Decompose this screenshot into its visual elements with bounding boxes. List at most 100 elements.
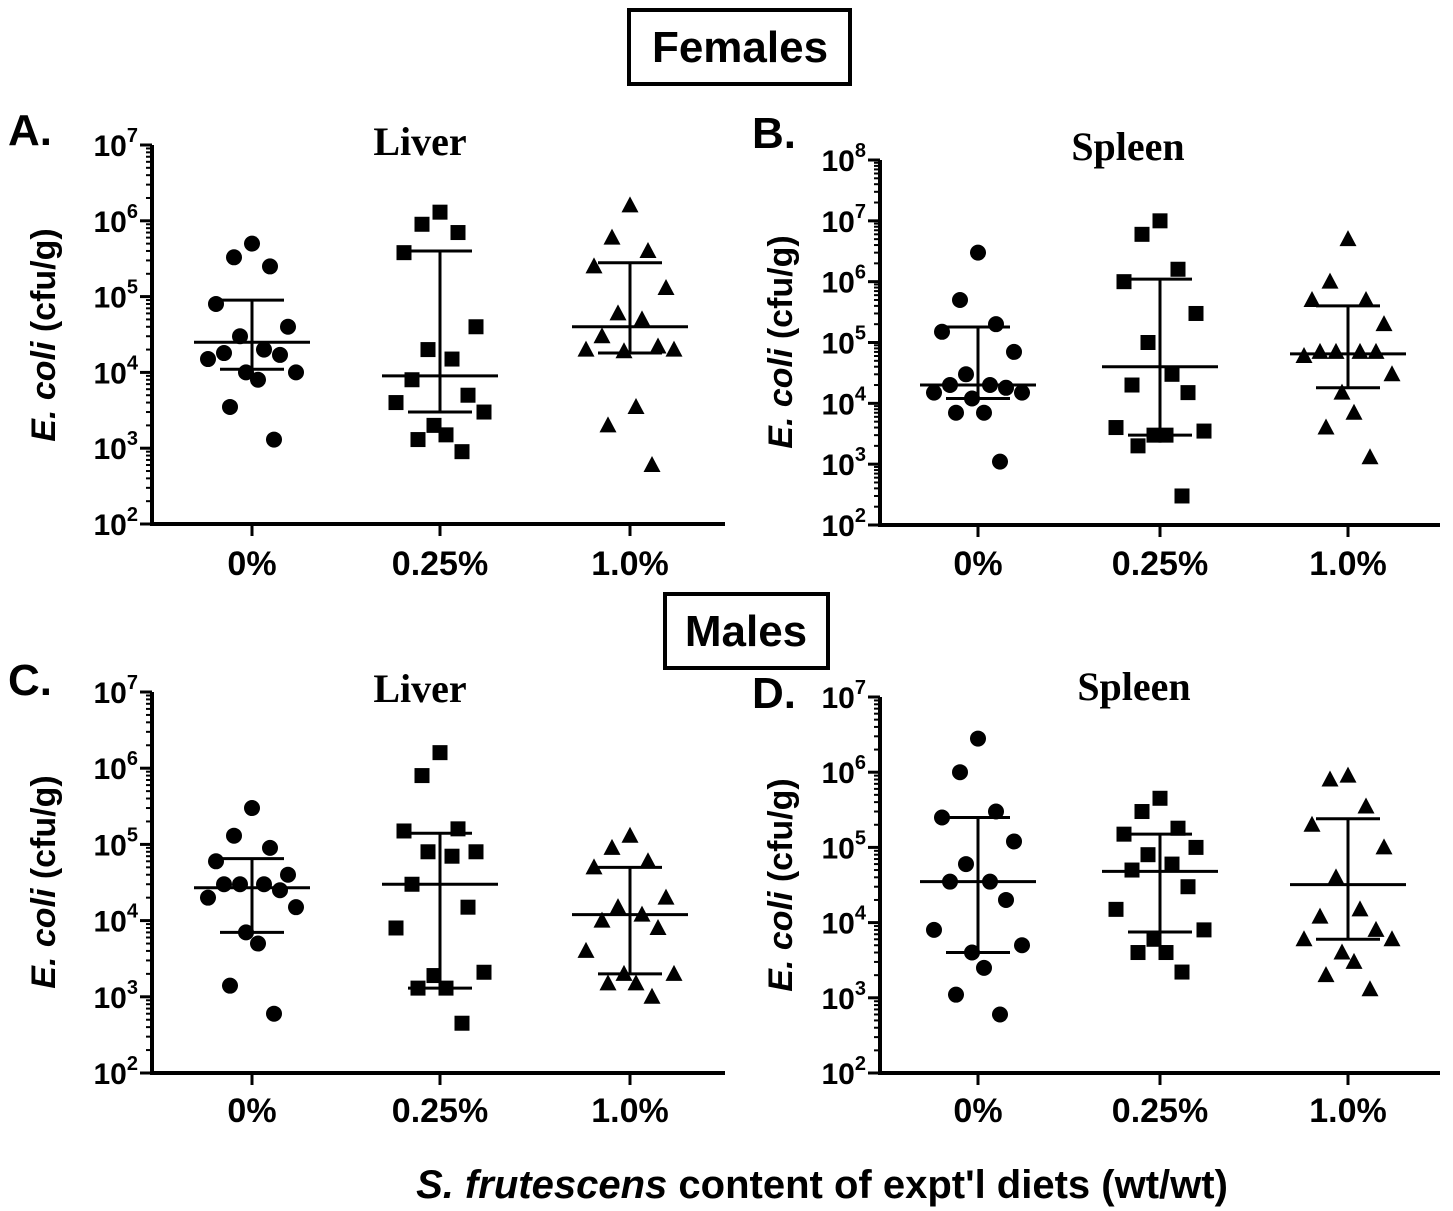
data-point-square [388,395,404,411]
panel-title: Liver [373,666,466,711]
data-point-circle [232,876,248,893]
data-point-circle [948,986,964,1003]
data-point-square [476,964,492,980]
series-triangle [572,196,688,473]
data-point-triangle [1351,342,1369,359]
data-point-circle [250,371,266,388]
y-tick-exponent: 2 [855,505,866,527]
y-tick-base: 10 [94,206,127,239]
data-point-triangle [665,340,683,357]
data-point-square [1146,931,1162,947]
data-point-triangle [639,241,657,258]
data-point-square [1152,790,1168,806]
y-tick-label: 102 [94,504,139,542]
y-axis-label-italic: E. coli [762,890,800,992]
data-point-circle [256,341,272,358]
y-tick-base: 10 [822,206,855,239]
males-header: Males [663,592,830,670]
y-tick-exponent: 3 [855,978,866,1000]
panel-letter: A. [8,106,52,155]
series-square [1102,213,1218,504]
y-tick-label: 107 [94,672,139,710]
data-point-circle [262,839,278,856]
y-tick-label: 103 [822,978,867,1016]
data-point-circle [958,366,974,383]
data-point-triangle [1367,342,1385,359]
data-point-circle [958,856,974,873]
x-category-label: 0.25% [1112,1092,1208,1130]
x-category-label: 0.25% [392,1092,488,1130]
data-point-circle [256,876,272,893]
data-point-triangle [1383,365,1401,382]
females-header: Females [627,8,852,86]
panel-title: Spleen [1077,664,1190,709]
y-tick-exponent: 6 [127,201,138,223]
data-point-circle [222,398,238,415]
data-point-square [1108,901,1124,917]
y-tick-base: 10 [822,832,855,865]
y-axis-label: E. coli (cfu/g) [762,778,800,991]
data-point-circle [998,891,1014,908]
y-tick-exponent: 8 [855,140,866,162]
panel-title: Liver [373,119,466,164]
y-tick-exponent: 2 [127,504,138,526]
y-tick-base: 10 [94,282,127,315]
y-tick-label: 104 [94,352,139,390]
y-tick-exponent: 5 [127,277,138,299]
y-tick-label: 107 [822,677,867,715]
y-tick-base: 10 [822,267,855,300]
data-point-triangle [649,918,667,935]
data-point-triangle [1327,868,1345,885]
y-tick-exponent: 7 [855,201,866,223]
data-point-circle [1006,343,1022,360]
data-point-square [444,351,460,367]
y-tick-label: 107 [822,201,867,239]
y-tick-base: 10 [94,982,127,1015]
y-tick-exponent: 6 [855,262,866,284]
data-point-triangle [643,987,661,1004]
data-point-square [432,745,448,761]
data-point-square [1116,826,1132,842]
data-point-circle [272,346,288,363]
y-tick-exponent: 5 [855,827,866,849]
data-point-square [476,404,492,420]
data-point-square [444,848,460,864]
data-point-circle [288,364,304,381]
data-point-square [1140,847,1156,863]
data-point-circle [926,384,942,401]
y-tick-exponent: 3 [127,428,138,450]
data-point-triangle [643,456,661,473]
data-point-circle [266,1005,282,1022]
panel-title: Spleen [1071,124,1184,169]
y-axis-label: E. coli (cfu/g) [25,228,63,441]
y-tick-base: 10 [94,677,127,710]
data-point-circle [926,921,942,938]
data-point-square [426,417,442,433]
x-category-label: 0.25% [392,545,488,583]
data-point-circle [200,351,216,368]
data-point-triangle [1333,383,1351,400]
data-point-circle [948,404,964,421]
data-point-triangle [657,888,675,905]
data-point-square [420,844,436,860]
data-point-circle [266,431,282,448]
y-tick-exponent: 7 [127,672,138,694]
y-axis-label-rest: (cfu/g) [25,228,63,341]
y-tick-base: 10 [822,682,855,715]
data-point-triangle [1311,907,1329,924]
data-point-circle [226,827,242,844]
data-point-triangle [1345,403,1363,420]
y-tick-base: 10 [822,908,855,941]
data-point-circle [216,345,232,362]
data-point-triangle [1351,900,1369,917]
y-axis-label-rest: (cfu/g) [25,775,63,888]
data-point-square [468,844,484,860]
series-triangle [572,826,688,1004]
y-tick-base: 10 [94,1058,127,1091]
y-tick-base: 10 [822,510,855,543]
data-point-triangle [1361,980,1379,997]
y-tick-exponent: 3 [127,977,138,999]
y-tick-label: 105 [822,827,867,865]
